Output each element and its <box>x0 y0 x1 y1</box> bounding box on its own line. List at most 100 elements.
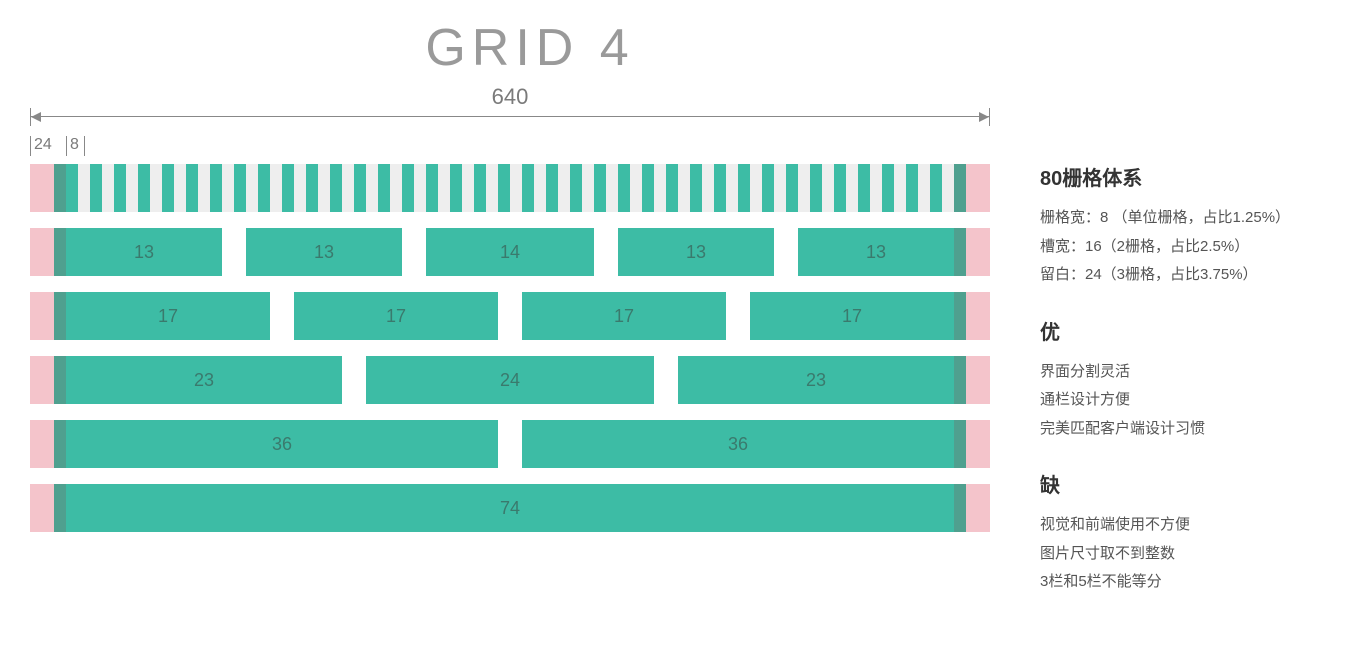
grid-block: 17 <box>750 292 954 340</box>
unit-gutter <box>534 164 546 212</box>
margin-pink <box>966 356 990 404</box>
unit-gutter <box>294 164 306 212</box>
gutter <box>498 420 522 468</box>
unit-gutter <box>102 164 114 212</box>
unit-gutter <box>558 164 570 212</box>
dimension-small: 24 8 <box>30 136 990 160</box>
page-title: GRID 4 <box>30 0 1030 86</box>
grid-block: 36 <box>66 420 498 468</box>
dimension-total-label: 640 <box>30 84 990 110</box>
unit-col <box>378 164 390 212</box>
pros-title: 优 <box>1040 314 1340 352</box>
grid-block-label: 17 <box>614 306 634 327</box>
system-section: 80栅格体系 栅格宽：8 （单位栅格，占比1.25%）槽宽：16（2栅格，占比2… <box>1040 160 1340 290</box>
margin-dark <box>54 356 66 404</box>
unit-col <box>210 164 222 212</box>
unit-gutter <box>894 164 906 212</box>
unit-col <box>306 164 318 212</box>
unit-col <box>282 164 294 212</box>
unit-col <box>546 164 558 212</box>
margin-pink <box>966 420 990 468</box>
unit-col <box>90 164 102 212</box>
grid-block-label: 14 <box>500 242 520 263</box>
unit-col <box>66 164 78 212</box>
unit-gutter <box>438 164 450 212</box>
gutter <box>222 228 246 276</box>
grid-block-label: 17 <box>386 306 406 327</box>
grid-block: 14 <box>426 228 594 276</box>
grid-block-label: 23 <box>194 370 214 391</box>
grid-block: 17 <box>294 292 498 340</box>
margin-dark <box>54 228 66 276</box>
grid-row: 74 <box>30 484 990 532</box>
unit-col <box>450 164 462 212</box>
margin-dark <box>954 420 966 468</box>
margin-pink <box>30 420 54 468</box>
pros-line: 完美匹配客户端设计习惯 <box>1040 415 1340 444</box>
unit-gutter <box>318 164 330 212</box>
unit-col <box>330 164 342 212</box>
unit-col <box>930 164 942 212</box>
unit-gutter <box>582 164 594 212</box>
unit-gutter <box>750 164 762 212</box>
margin-dark <box>954 356 966 404</box>
unit-col <box>834 164 846 212</box>
margin-pink <box>966 292 990 340</box>
grid-row: 36 36 <box>30 420 990 468</box>
pros-line: 通栏设计方便 <box>1040 386 1340 415</box>
unit-gutter <box>366 164 378 212</box>
cons-line: 图片尺寸取不到整数 <box>1040 540 1340 569</box>
grid-block-label: 13 <box>866 242 886 263</box>
unit-col <box>618 164 630 212</box>
grid-block-label: 24 <box>500 370 520 391</box>
margin-dark <box>54 420 66 468</box>
dimension-total: 640 <box>30 90 990 130</box>
unit-gutter <box>870 164 882 212</box>
grid-rows: 131314131317171717232423363674 <box>30 164 990 532</box>
unit-col <box>882 164 894 212</box>
grid-block-label: 36 <box>728 434 748 455</box>
unit-col <box>522 164 534 212</box>
grid-block-label: 13 <box>134 242 154 263</box>
dimension-unit-label: 8 <box>70 136 79 154</box>
unit-gutter <box>654 164 666 212</box>
margin-pink <box>30 164 54 212</box>
grid-block-label: 17 <box>842 306 862 327</box>
unit-gutter <box>702 164 714 212</box>
margin-dark <box>954 228 966 276</box>
margin-dark <box>54 484 66 532</box>
grid-block-label: 17 <box>158 306 178 327</box>
system-line: 留白：24（3栅格，占比3.75%） <box>1040 261 1340 290</box>
cons-section: 缺 视觉和前端使用不方便图片尺寸取不到整数3栏和5栏不能等分 <box>1040 467 1340 597</box>
unit-col <box>762 164 774 212</box>
unit-gutter <box>822 164 834 212</box>
grid-diagram: 640 24 8 131314131317171717232423363674 <box>30 90 990 548</box>
grid-row: 1313141313 <box>30 228 990 276</box>
unit-gutter <box>726 164 738 212</box>
grid-row: 232423 <box>30 356 990 404</box>
gutter <box>726 292 750 340</box>
unit-gutter <box>846 164 858 212</box>
margin-pink <box>30 356 54 404</box>
unit-gutter <box>126 164 138 212</box>
pros-line: 界面分割灵活 <box>1040 358 1340 387</box>
margin-dark <box>954 484 966 532</box>
margin-dark <box>954 292 966 340</box>
margin-pink <box>30 484 54 532</box>
unit-gutter <box>246 164 258 212</box>
gutter <box>402 228 426 276</box>
grid-block: 17 <box>522 292 726 340</box>
unit-col <box>234 164 246 212</box>
unit-col <box>786 164 798 212</box>
cons-title: 缺 <box>1040 467 1340 505</box>
unit-gutter <box>222 164 234 212</box>
unit-gutter <box>414 164 426 212</box>
margin-pink <box>966 164 990 212</box>
unit-col <box>906 164 918 212</box>
unit-gutter <box>270 164 282 212</box>
system-line: 栅格宽：8 （单位栅格，占比1.25%） <box>1040 204 1340 233</box>
grid-block: 74 <box>66 484 954 532</box>
unit-gutter <box>78 164 90 212</box>
dimension-margin-label: 24 <box>34 136 52 154</box>
unit-gutter <box>510 164 522 212</box>
